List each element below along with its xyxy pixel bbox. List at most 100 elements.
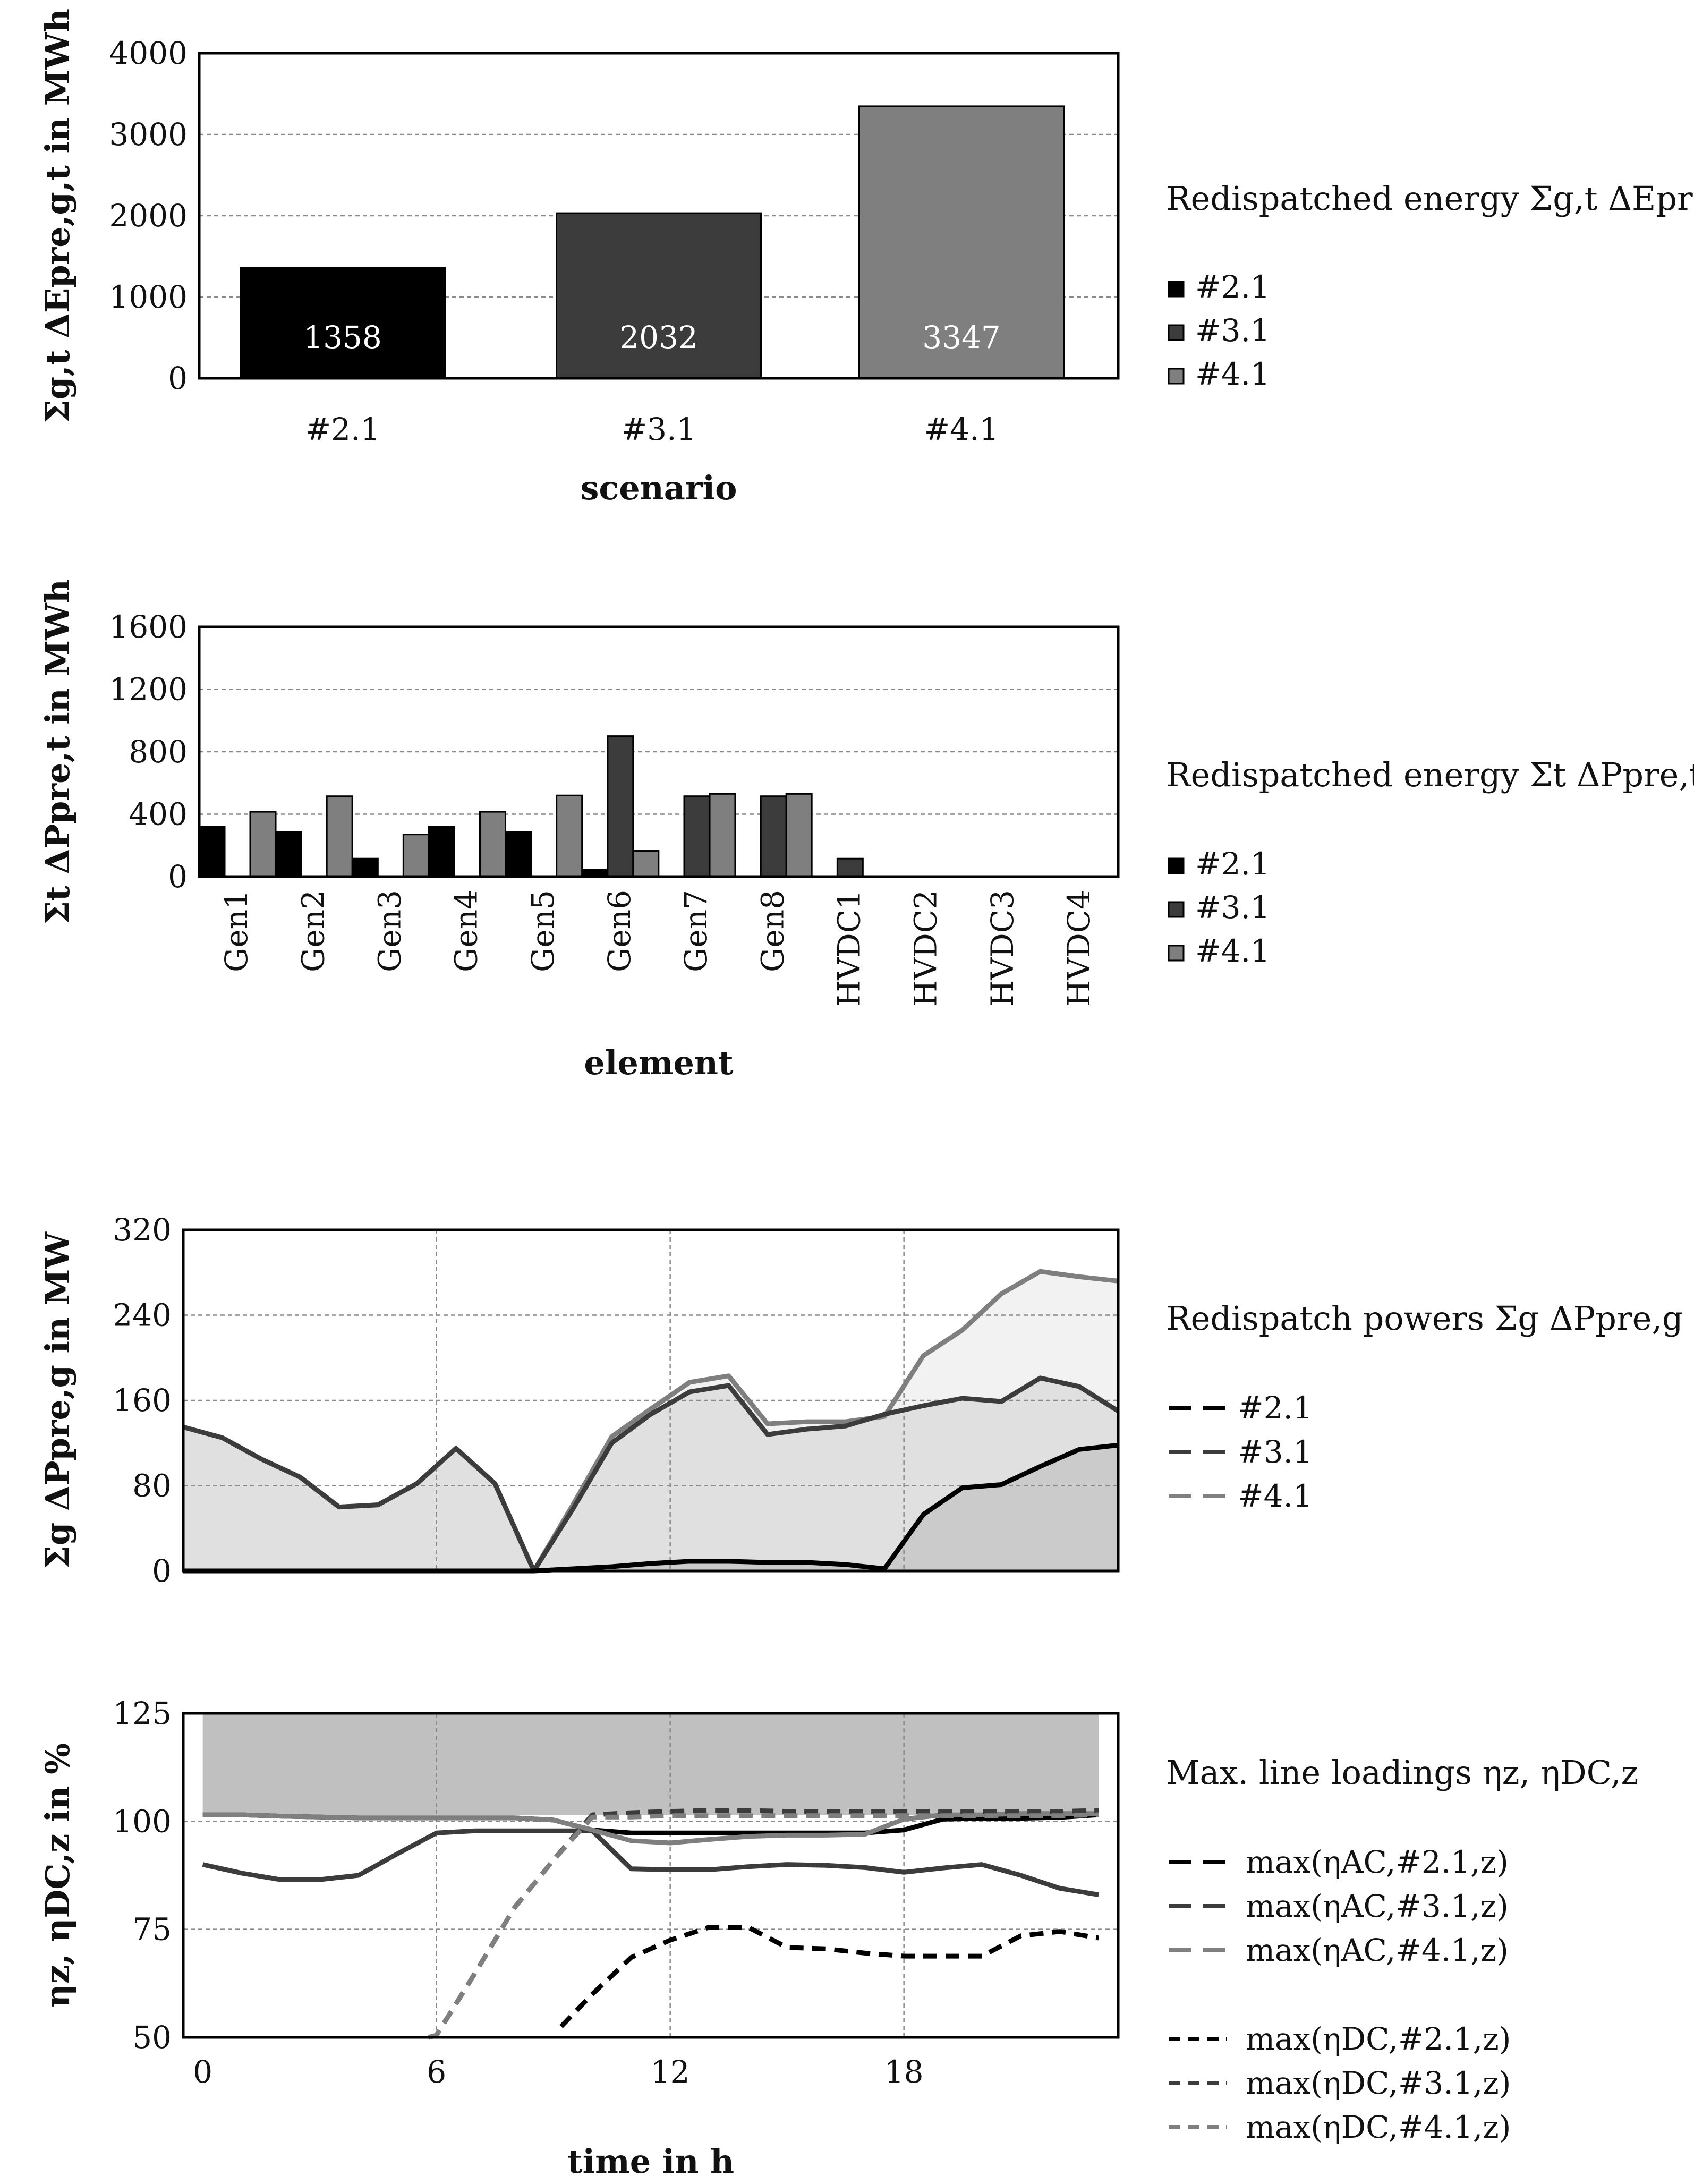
chart-redispatched-energy-element: 0 400 800 1200 1600 Gen1 Gen2 Gen3 Gen4 Gen5 Gen6… bbox=[38, 579, 1694, 1082]
y-tick-label: 3000 bbox=[109, 116, 188, 152]
y-tick-label: 125 bbox=[113, 1695, 172, 1731]
chart2-legend-swatch-21 bbox=[1168, 857, 1185, 874]
chart2-legend-swatch-31 bbox=[1168, 901, 1185, 918]
chart3-legend: Redispatch powers Σg ΔPpre,g #2.1 #3.1 #… bbox=[1166, 1299, 1683, 1514]
chart4-legend-label-ac31: max(ηAC,#3.1,z) bbox=[1246, 1888, 1509, 1924]
bar-Gen4-#4.1 bbox=[479, 811, 506, 878]
chart3-legend-label-21: #2.1 bbox=[1238, 1390, 1313, 1426]
line-max(ηAC,#3.1,z) bbox=[202, 1828, 1100, 1898]
chart2-ylabel: Σt ΔPpre,t in MWh bbox=[38, 579, 77, 924]
y-tick-label: 100 bbox=[113, 1803, 172, 1839]
x-tick-label: Gen6 bbox=[601, 890, 637, 972]
chart2-x-ticks: Gen1 Gen2 Gen3 Gen4 Gen5 Gen6 Gen7 Gen8 HVDC1 HVD… bbox=[218, 890, 1097, 1007]
y-tick-label: 2000 bbox=[109, 198, 188, 234]
chart2-y-ticks: 0 400 800 1200 1600 bbox=[109, 609, 188, 895]
x-tick-label: #4.1 bbox=[924, 411, 999, 447]
y-tick-label: 0 bbox=[152, 1553, 172, 1589]
x-tick-label: 12 bbox=[651, 2054, 690, 2090]
y-tick-label: 160 bbox=[113, 1382, 172, 1418]
y-tick-label: 4000 bbox=[109, 35, 188, 71]
chart1-plot-frame bbox=[198, 52, 1120, 380]
chart3-y-ticks: 0 80 160 240 320 bbox=[113, 1212, 172, 1589]
bar-data-label: 2032 bbox=[619, 319, 698, 355]
chart1-legend-label-21: #2.1 bbox=[1195, 269, 1270, 305]
chart-max-line-loadings: 50 75 100 125 0 6 12 18 time in h ηz, ηDC,z in… bbox=[38, 1695, 1638, 2181]
chart3-ylabel: Σg ΔPpre,g in MW bbox=[38, 1231, 77, 1569]
bar-Gen2-#4.1 bbox=[326, 795, 353, 878]
x-tick-label: Gen2 bbox=[295, 890, 331, 972]
y-tick-label: 75 bbox=[132, 1911, 172, 1948]
bar-#4.1 bbox=[858, 105, 1065, 379]
bar-HVDC1-#3.1 bbox=[836, 857, 864, 878]
chart2-bars bbox=[198, 735, 864, 878]
y-tick-label: 400 bbox=[129, 796, 188, 832]
bar-data-label: 3347 bbox=[922, 319, 1001, 355]
chart2-legend-swatch-41 bbox=[1168, 945, 1185, 962]
chart1-legend-title: Redispatched energy Σg,t ΔEpre,g,t bbox=[1166, 179, 1694, 218]
bar-data-label: 1358 bbox=[303, 319, 382, 355]
bar-Gen5-#2.1 bbox=[505, 831, 532, 878]
x-tick-label: Gen5 bbox=[525, 890, 561, 972]
y-tick-label: 0 bbox=[168, 859, 188, 895]
chart1-legend-swatch-41 bbox=[1168, 368, 1185, 385]
chart3-areas bbox=[183, 1271, 1118, 1571]
chart4-overload-band bbox=[202, 1713, 1099, 1815]
chart4-legend-label-ac21: max(ηAC,#2.1,z) bbox=[1246, 1844, 1509, 1880]
bar-Gen1-#4.1 bbox=[249, 811, 277, 878]
chart4-legend-label-dc31: max(ηDC,#3.1,z) bbox=[1246, 2065, 1511, 2101]
chart4-plot-frame bbox=[182, 1712, 1120, 2039]
x-tick-label: #2.1 bbox=[305, 411, 380, 447]
y-tick-label: 80 bbox=[132, 1468, 172, 1504]
chart1-ylabel: Σg,t ΔEpre,g,t in MWh bbox=[38, 9, 77, 423]
bar-Gen8-#4.1 bbox=[785, 793, 813, 878]
chart3-legend-title: Redispatch powers Σg ΔPpre,g bbox=[1166, 1299, 1683, 1338]
line-max(ηDC,#4.1,z) bbox=[428, 1812, 1099, 2040]
bar-Gen7-#4.1 bbox=[709, 793, 736, 878]
x-tick-label: Gen1 bbox=[218, 890, 254, 972]
bar-Gen4-#2.1 bbox=[428, 826, 455, 878]
line-max(ηDC,#2.1,z) bbox=[559, 1925, 1100, 2028]
overload-band bbox=[202, 1713, 1099, 1815]
x-tick-label: 6 bbox=[427, 2054, 446, 2090]
y-tick-label: 240 bbox=[113, 1297, 172, 1333]
bar-Gen5-#4.1 bbox=[556, 794, 583, 878]
x-tick-label: 18 bbox=[884, 2054, 924, 2090]
chart4-ylabel: ηz, ηDC,z in % bbox=[38, 1743, 77, 2008]
chart4-gridlines bbox=[183, 1713, 1118, 2037]
x-tick-label: Gen8 bbox=[754, 890, 790, 972]
x-tick-label: HVDC4 bbox=[1061, 890, 1097, 1007]
chart1-xlabel: scenario bbox=[581, 469, 737, 507]
bar-#3.1 bbox=[556, 212, 762, 379]
y-tick-label: 800 bbox=[129, 734, 188, 770]
chart1-legend-label-31: #3.1 bbox=[1195, 312, 1270, 349]
x-tick-label: Gen3 bbox=[371, 890, 407, 972]
chart1-legend-label-41: #4.1 bbox=[1195, 356, 1270, 392]
line-#3.1 bbox=[182, 1375, 1120, 1574]
line-max(ηDC,#3.1,z) bbox=[428, 1808, 1099, 2040]
bar-Gen1-#2.1 bbox=[198, 826, 226, 878]
y-tick-label: 1000 bbox=[109, 279, 188, 315]
bar-#2.1 bbox=[240, 267, 446, 379]
area-#3.1 bbox=[183, 1378, 1118, 1571]
chart2-legend-title: Redispatched energy Σt ΔPpre,t bbox=[1166, 755, 1694, 794]
chart1-legend: Redispatched energy Σg,t ΔEpre,g,t #2.1 … bbox=[1166, 179, 1694, 392]
bar-Gen3-#4.1 bbox=[402, 834, 430, 878]
chart4-y-ticks: 50 75 100 125 bbox=[113, 1695, 172, 2055]
area-#2.1 bbox=[183, 1445, 1118, 1571]
chart3-gridlines bbox=[183, 1230, 1118, 1571]
bar-Gen6-#4.1 bbox=[632, 850, 660, 878]
x-tick-label: HVDC3 bbox=[984, 890, 1020, 1007]
chart2-legend-label-31: #3.1 bbox=[1195, 889, 1270, 925]
chart3-legend-label-31: #3.1 bbox=[1238, 1434, 1313, 1470]
x-tick-label: Gen4 bbox=[448, 890, 484, 972]
x-tick-label: Gen7 bbox=[678, 890, 714, 972]
bar-Gen8-#3.1 bbox=[760, 795, 787, 878]
chart4-legend: Max. line loadings ηz, ηDC,z max(ηAC,#2.… bbox=[1166, 1753, 1638, 2145]
chart1-x-ticks: #2.1 #3.1 #4.1 bbox=[305, 411, 999, 447]
chart4-legend-label-dc21: max(ηDC,#2.1,z) bbox=[1246, 2021, 1511, 2057]
chart4-xlabel: time in h bbox=[567, 2142, 734, 2181]
y-tick-label: 0 bbox=[168, 360, 188, 396]
chart2-xlabel: element bbox=[584, 1043, 734, 1082]
